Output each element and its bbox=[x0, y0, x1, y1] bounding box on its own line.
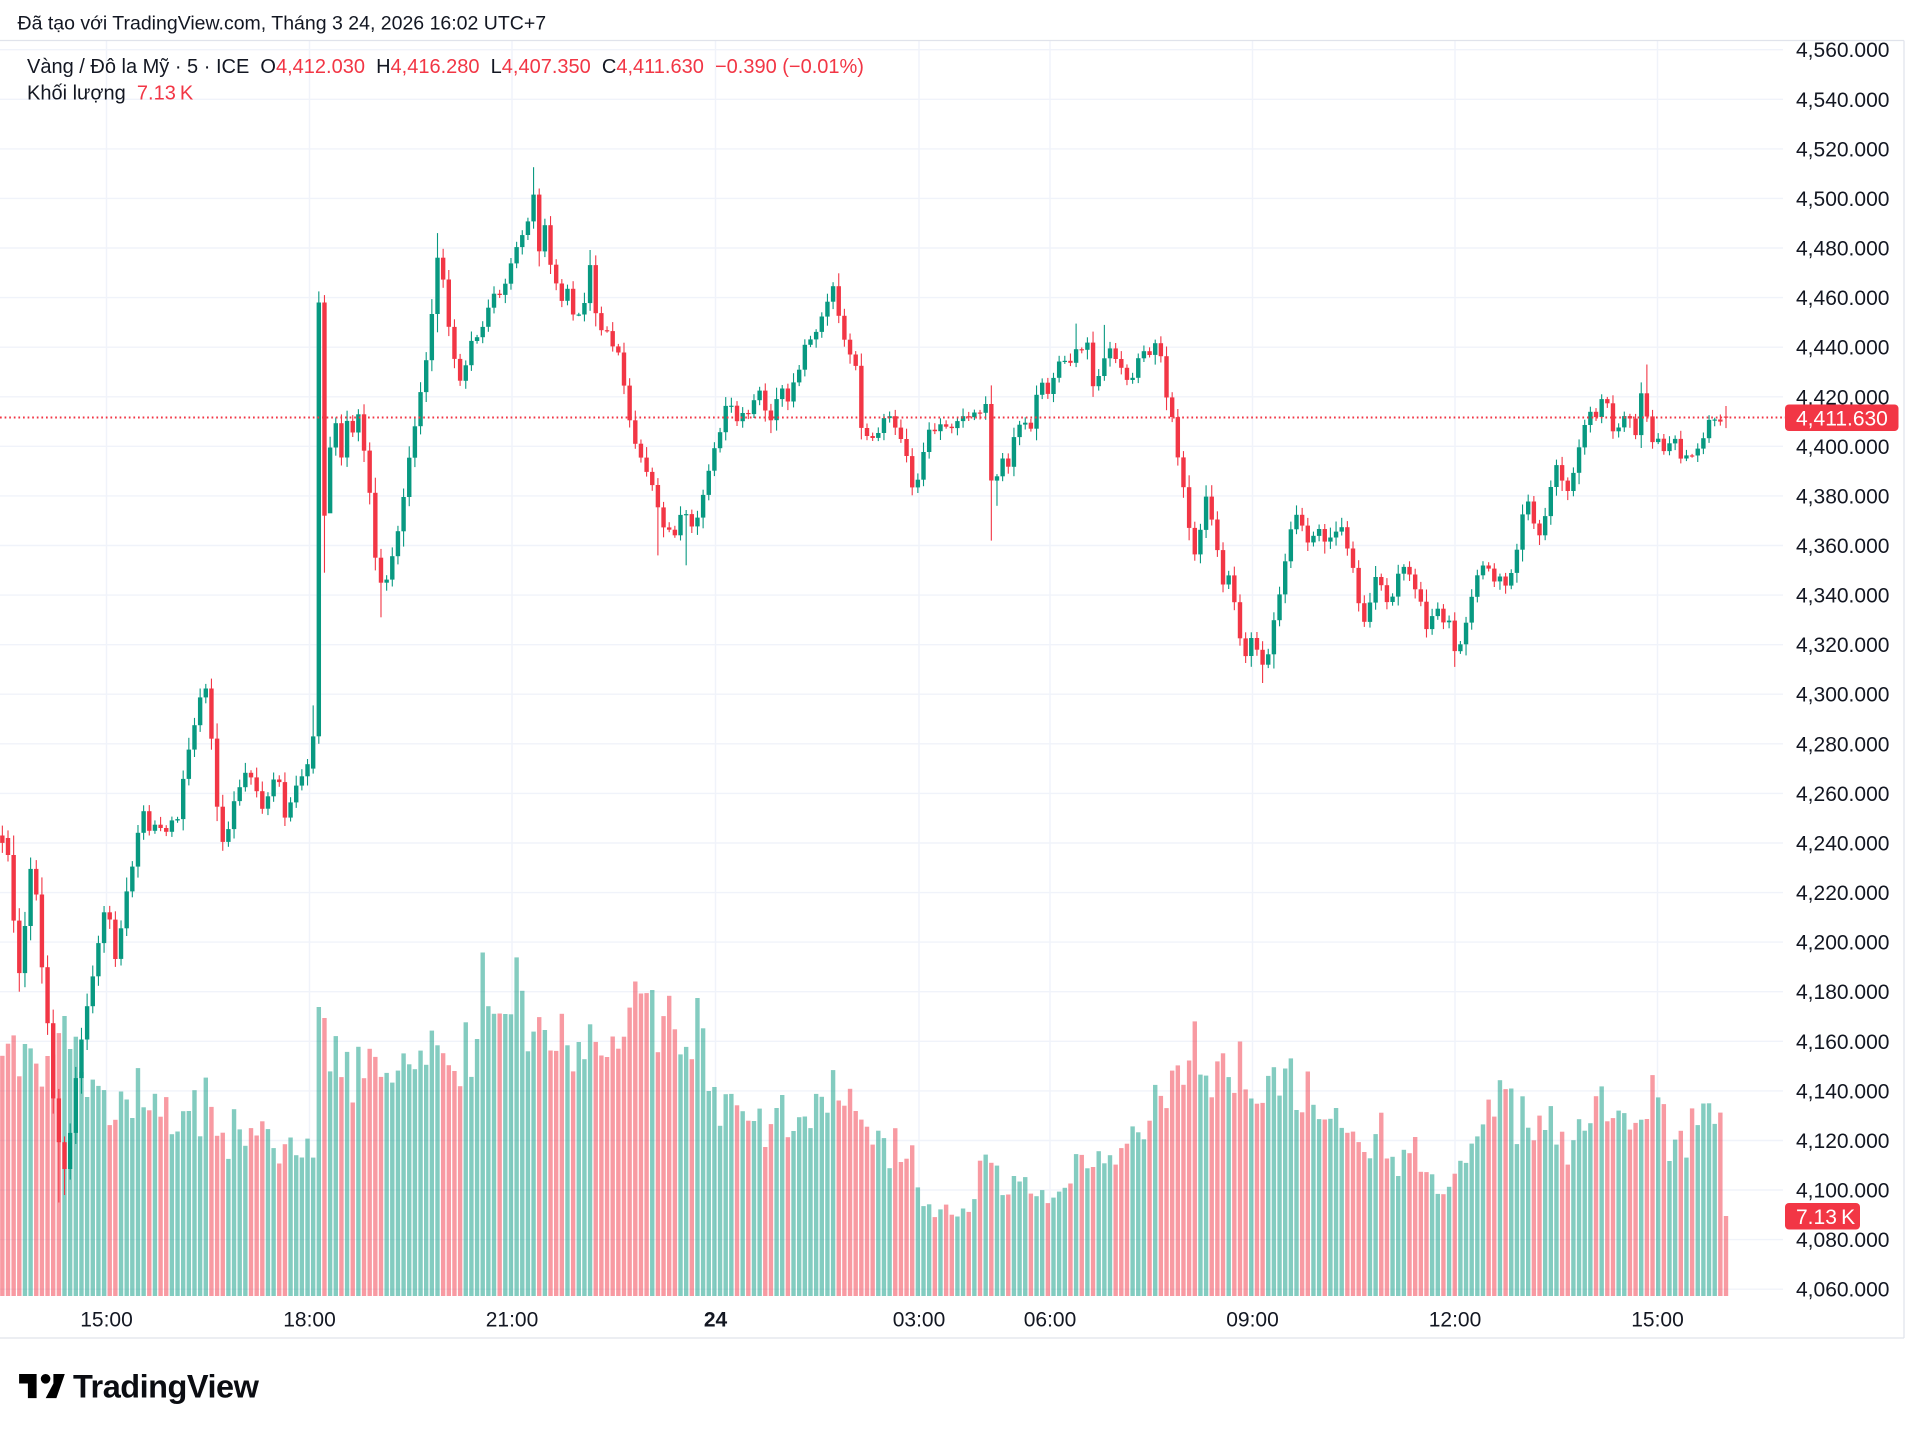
svg-text:7.13 K: 7.13 K bbox=[1796, 1206, 1855, 1229]
svg-text:4,420.000: 4,420.000 bbox=[1796, 386, 1889, 409]
svg-text:4,320.000: 4,320.000 bbox=[1796, 634, 1889, 657]
svg-text:4,460.000: 4,460.000 bbox=[1796, 287, 1889, 310]
svg-text:4,360.000: 4,360.000 bbox=[1796, 535, 1889, 558]
svg-text:4,200.000: 4,200.000 bbox=[1796, 932, 1889, 955]
svg-text:4,400.000: 4,400.000 bbox=[1796, 436, 1889, 459]
svg-text:TradingView: TradingView bbox=[73, 1369, 260, 1405]
svg-text:4,220.000: 4,220.000 bbox=[1796, 882, 1889, 905]
svg-text:4,500.000: 4,500.000 bbox=[1796, 188, 1889, 211]
svg-text:21:00: 21:00 bbox=[486, 1309, 539, 1332]
svg-text:12:00: 12:00 bbox=[1429, 1309, 1482, 1332]
svg-text:Khối lượng 7.13 K: Khối lượng 7.13 K bbox=[27, 83, 194, 105]
svg-text:4,340.000: 4,340.000 bbox=[1796, 585, 1889, 608]
svg-text:4,380.000: 4,380.000 bbox=[1796, 485, 1889, 508]
svg-text:Đã tạo với TradingView.com, Th: Đã tạo với TradingView.com, Tháng 3 24, … bbox=[18, 13, 547, 35]
svg-text:4,260.000: 4,260.000 bbox=[1796, 783, 1889, 806]
svg-text:4,080.000: 4,080.000 bbox=[1796, 1229, 1889, 1252]
svg-text:Vàng / Đô la Mỹ · 5 · ICE O4,: Vàng / Đô la Mỹ · 5 · ICE O4,412.030 H4,… bbox=[27, 56, 864, 78]
svg-text:4,280.000: 4,280.000 bbox=[1796, 733, 1889, 756]
svg-text:4,520.000: 4,520.000 bbox=[1796, 138, 1889, 161]
svg-text:03:00: 03:00 bbox=[893, 1309, 946, 1332]
svg-text:4,180.000: 4,180.000 bbox=[1796, 981, 1889, 1004]
svg-text:4,140.000: 4,140.000 bbox=[1796, 1080, 1889, 1103]
svg-text:4,240.000: 4,240.000 bbox=[1796, 833, 1889, 856]
svg-text:18:00: 18:00 bbox=[283, 1309, 336, 1332]
svg-text:4,480.000: 4,480.000 bbox=[1796, 238, 1889, 261]
svg-text:15:00: 15:00 bbox=[1631, 1309, 1684, 1332]
svg-text:4,440.000: 4,440.000 bbox=[1796, 337, 1889, 360]
svg-text:4,060.000: 4,060.000 bbox=[1796, 1279, 1889, 1302]
svg-text:4,560.000: 4,560.000 bbox=[1796, 39, 1889, 62]
svg-text:15:00: 15:00 bbox=[80, 1309, 133, 1332]
svg-text:06:00: 06:00 bbox=[1024, 1309, 1077, 1332]
svg-text:4,100.000: 4,100.000 bbox=[1796, 1180, 1889, 1203]
svg-text:24: 24 bbox=[704, 1309, 728, 1332]
svg-text:4,120.000: 4,120.000 bbox=[1796, 1130, 1889, 1153]
svg-text:4,540.000: 4,540.000 bbox=[1796, 89, 1889, 112]
svg-text:4,160.000: 4,160.000 bbox=[1796, 1031, 1889, 1054]
svg-text:4,300.000: 4,300.000 bbox=[1796, 684, 1889, 707]
svg-text:09:00: 09:00 bbox=[1226, 1309, 1279, 1332]
svg-text:4,411.630: 4,411.630 bbox=[1796, 408, 1888, 431]
